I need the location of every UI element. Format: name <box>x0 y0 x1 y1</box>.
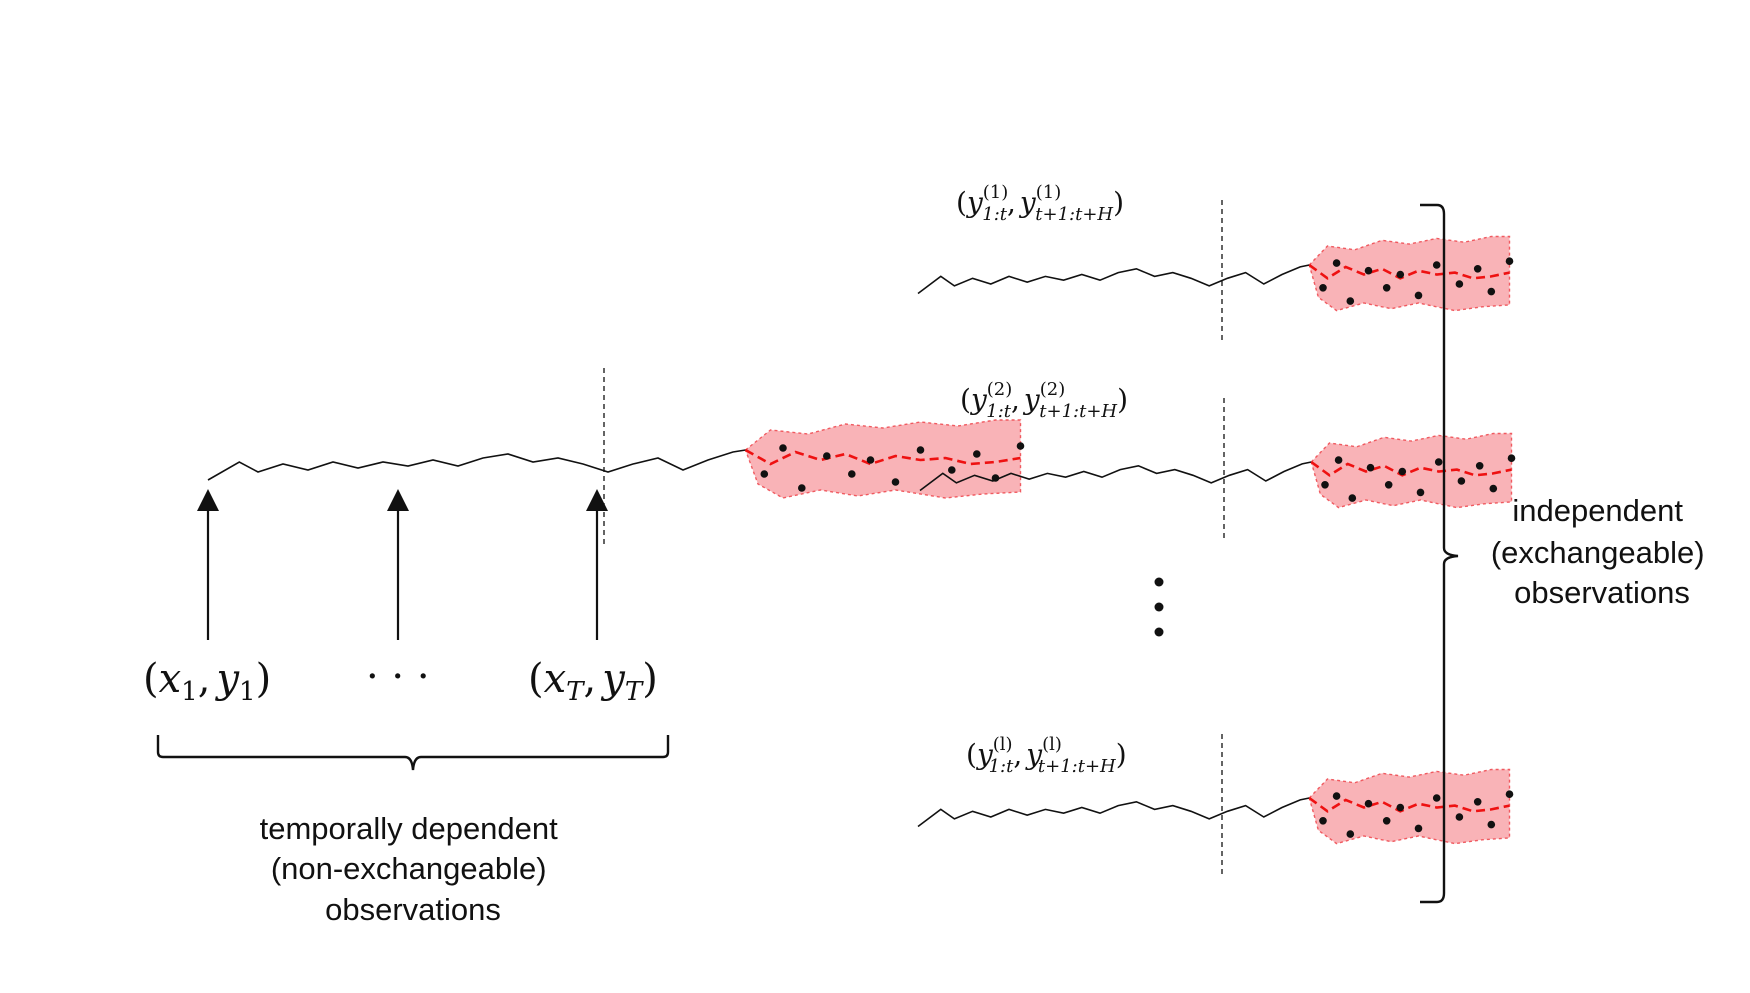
series-1-future-point-10 <box>1473 265 1482 273</box>
series-3-future-point-4 <box>1364 799 1373 808</box>
left-time-series <box>207 368 1025 548</box>
right-time-series-3 <box>917 734 1514 876</box>
series-3-future-point-7 <box>1414 824 1423 833</box>
right-panel: (y(1) 1:t, y(1) t+1:t+H) (y(2) 1:t, y(2) t+1:t… <box>917 182 1713 904</box>
series-2-forecast-line <box>1310 460 1512 477</box>
left-future-point-3 <box>798 484 806 492</box>
series-3-future-point-1 <box>1319 817 1327 825</box>
series-2-future-point-9 <box>1457 477 1466 485</box>
left-future-point-2 <box>779 444 787 452</box>
series-2-future-point-8 <box>1434 458 1443 466</box>
right-brace <box>1420 203 1459 904</box>
series-1-future-point-11 <box>1487 287 1496 296</box>
series-2-future-point-12 <box>1507 454 1516 463</box>
left-future-point-10 <box>973 450 981 458</box>
left-future-point-5 <box>848 470 856 478</box>
left-caption: temporally dependent (non-exchangeable) … <box>260 811 567 927</box>
series-2-future-point-6 <box>1398 467 1407 476</box>
series-2-future-point-11 <box>1489 484 1498 493</box>
series-2-future-point-10 <box>1475 462 1484 470</box>
vertical-ellipsis-dot-3 <box>1154 627 1164 637</box>
left-future-point-1 <box>760 470 769 478</box>
observation-first-label: (x1, y1) <box>143 656 271 707</box>
left-future-point-12 <box>1016 442 1025 450</box>
series-1-future-point-12 <box>1505 257 1514 266</box>
series-2-history-line <box>919 461 1312 492</box>
series-3-future-point-8 <box>1432 794 1441 802</box>
left-future-point-8 <box>916 446 925 454</box>
series-1-future-point-5 <box>1382 284 1391 292</box>
series-1-forecast-line <box>1308 263 1510 280</box>
series-2-future-point-7 <box>1416 488 1425 497</box>
series-3-future-point-3 <box>1346 830 1355 838</box>
series-1-future-point-9 <box>1455 280 1464 288</box>
series-1-future-point-1 <box>1319 284 1327 292</box>
observation-last-label: (xT, yT) <box>528 656 658 707</box>
series-2-future-point-2 <box>1334 456 1343 464</box>
series-2-future-point-5 <box>1384 481 1393 489</box>
series-3-future-point-11 <box>1487 820 1496 829</box>
vertical-ellipsis-dot-1 <box>1154 577 1164 587</box>
series-2-future-point-3 <box>1348 494 1357 502</box>
left-future-point-9 <box>948 466 956 474</box>
series-1-future-point-3 <box>1346 297 1355 305</box>
right-caption: independent (exchangeable) observations <box>1491 493 1713 610</box>
series-3-future-point-10 <box>1473 798 1482 806</box>
series-1-future-point-2 <box>1332 259 1341 267</box>
right-time-series-2 <box>919 398 1516 540</box>
right-time-series-1 <box>917 200 1514 342</box>
series-1-future-point-7 <box>1414 291 1423 300</box>
series-1-future-point-6 <box>1396 270 1405 279</box>
series-1-future-point-8 <box>1432 261 1441 269</box>
series-3-forecast-line <box>1308 796 1510 813</box>
series-2-future-point-4 <box>1366 463 1375 472</box>
series-3-future-point-12 <box>1505 790 1514 798</box>
vertical-ellipsis-dot-2 <box>1154 602 1164 612</box>
left-future-point-6 <box>866 456 875 464</box>
series-2-future-point-1 <box>1321 481 1329 489</box>
series-3-future-point-6 <box>1396 803 1405 812</box>
series-1-history-line <box>917 264 1310 295</box>
series-label-1: (y(1) 1:t, y(1) t+1:t+H) <box>956 182 1124 225</box>
observation-ellipsis: · · · <box>366 654 430 700</box>
left-history-line <box>207 449 746 481</box>
series-3-future-point-9 <box>1455 813 1464 821</box>
series-3-future-point-2 <box>1332 792 1341 800</box>
left-future-point-7 <box>891 478 900 486</box>
series-3-future-point-5 <box>1382 817 1391 825</box>
series-1-future-point-4 <box>1364 266 1373 275</box>
series-label-2: (y(2) 1:t, y(2) t+1:t+H) <box>960 379 1128 422</box>
bottom-brace <box>156 735 670 771</box>
series-3-history-line <box>917 797 1310 828</box>
left-future-point-4 <box>823 452 831 460</box>
series-label-3: (y(l) 1:t, y(l) t+1:t+H) <box>966 734 1127 777</box>
left-forecast-line <box>744 448 1021 466</box>
left-panel: (x1, y1) · · · (xT, yT) temporally depende… <box>143 368 1025 927</box>
